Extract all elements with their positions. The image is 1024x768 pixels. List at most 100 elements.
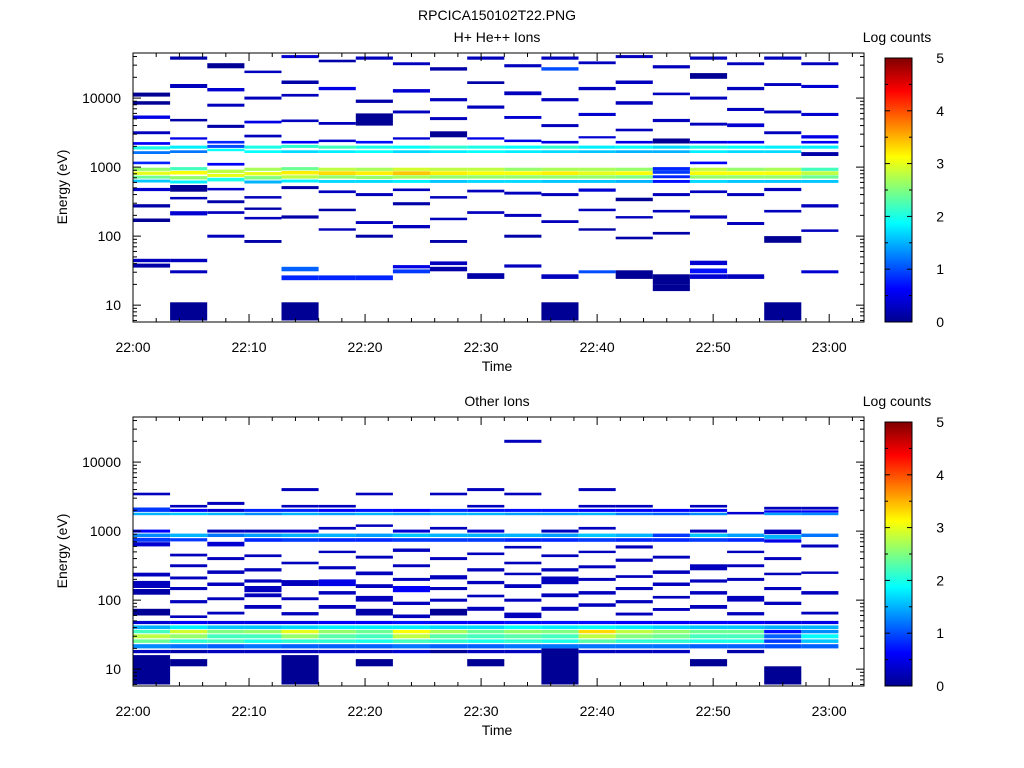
heatmap-cell [504,139,542,143]
heatmap-cell [430,180,468,183]
heatmap-cell [170,508,208,512]
heatmap-cell [318,180,356,183]
heatmap-cell [467,594,505,598]
heatmap-cell [541,644,579,649]
heatmap-cell [430,587,468,591]
heatmap-cell [430,175,468,179]
heatmap-cell [578,171,616,175]
heatmap-cell [281,629,319,634]
heatmap-cell [318,139,356,143]
heatmap-cell [392,171,430,175]
heatmap-cell [318,533,356,537]
heatmap-cell [355,644,393,649]
heatmap-cell [801,145,839,149]
colorbar-tick-label: 5 [936,414,944,430]
heatmap-cell [355,140,393,144]
heatmap-cell [170,145,208,149]
colorbar [884,57,913,323]
heatmap-cell [170,533,208,537]
heatmap-cell [133,507,171,512]
heatmap-cell [170,84,208,88]
heatmap-cell [207,169,245,173]
heatmap-cell [430,644,468,649]
heatmap-cell [764,639,802,643]
heatmap-cell [801,84,839,88]
heatmap-cell [133,608,171,616]
heatmap-cell [170,167,208,171]
heatmap-cell [578,591,616,595]
heatmap-cell [281,150,319,153]
heatmap-cell [541,98,579,102]
heatmap-cell [615,512,653,516]
heatmap-cell [652,65,690,69]
heatmap-cell [207,508,245,512]
heatmap-cell [801,544,839,548]
heatmap-cell [467,529,505,533]
y-tick-label: 10000 [82,90,121,106]
heatmap-cell [764,83,802,86]
heatmap-cell [392,586,430,593]
heatmap-cell [690,190,728,194]
heatmap-cell [318,634,356,639]
x-tick-label: 22:50 [696,339,731,355]
heatmap-cell [244,639,282,643]
heatmap-cell [133,146,171,150]
heatmap-cell [281,80,319,84]
heatmap-cell [281,488,319,492]
heatmap-cell [133,161,171,165]
heatmap-cell [170,538,208,542]
heatmap-cell [541,593,579,598]
heatmap-cell [467,533,505,537]
heatmap-cell [430,508,468,512]
heatmap-cell [170,634,208,639]
heatmap-cell [578,639,616,643]
heatmap-cell [392,639,430,643]
heatmap-cell [578,625,616,630]
heatmap-cell [244,593,282,598]
heatmap-cell [281,580,319,586]
heatmap-cell [764,539,802,543]
x-tick-label: 22:30 [464,703,499,719]
heatmap-cell [764,56,802,60]
heatmap-cell [207,187,245,191]
colorbar-tick-label: 4 [936,103,944,119]
heatmap-cell [541,634,579,639]
heatmap-cell [133,620,171,625]
heatmap-cell [690,73,728,79]
heatmap-cell [467,634,505,639]
heatmap-cell [727,86,765,91]
heatmap-cell [467,273,505,279]
heatmap-cell [578,188,616,192]
heatmap-cell [764,666,802,685]
heatmap-cell [652,138,690,144]
heatmap-cell [133,187,171,192]
heatmap-cell [318,512,356,516]
heatmap-cell [578,629,616,634]
heatmap-cell [133,634,171,639]
heatmap-cell [615,649,653,654]
colorbar-tick-label: 2 [936,208,944,224]
y-tick-label: 10000 [82,454,121,470]
heatmap-cell [133,151,171,154]
heatmap-cell [578,533,616,537]
heatmap-cell [615,504,653,508]
heatmap-cell [727,595,765,602]
heatmap-cell [615,55,653,59]
heatmap-cell [652,145,690,149]
heatmap-cell [504,439,542,443]
heatmap-cell [504,572,542,576]
heatmap-cell [392,644,430,649]
heatmap-cell [355,171,393,175]
heatmap-cell [244,96,282,100]
heatmap-cell [207,177,245,182]
heatmap-cell [690,579,728,583]
x-tick-label: 22:00 [115,703,150,719]
heatmap-cell [392,62,430,66]
heatmap-cell [504,533,542,537]
heatmap-cell [392,512,430,516]
heatmap-cell [207,625,245,630]
heatmap-cell [504,167,542,171]
y-tick-label: 1000 [90,523,121,539]
heatmap-cell [541,140,579,144]
heatmap-cell [652,555,690,559]
